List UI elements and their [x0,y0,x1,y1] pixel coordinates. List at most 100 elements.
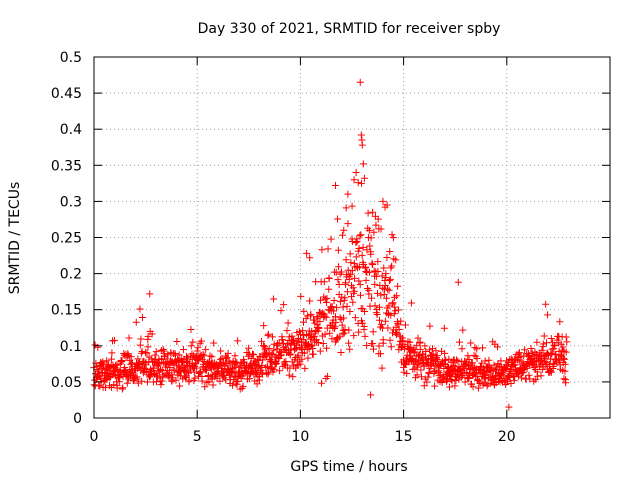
data-point [342,256,350,264]
data-point [359,160,367,168]
data-point [206,352,214,360]
data-point [452,356,460,364]
y-tick-label: 0.25 [51,231,82,247]
data-point [155,359,163,367]
data-point [423,378,431,386]
data-point [357,231,365,239]
data-point [386,248,394,256]
data-point [318,379,326,387]
data-point [387,311,395,319]
data-point [413,371,421,379]
data-point [426,346,434,354]
data-point [559,343,567,351]
data-point [416,345,424,353]
data-point [479,344,487,352]
data-point [426,322,434,330]
data-point [337,268,345,276]
data-point [264,332,272,340]
data-point [194,344,202,352]
data-point [247,365,255,373]
data-point [510,377,518,385]
data-point [340,329,348,337]
data-point [229,381,237,389]
data-point [209,381,217,389]
data-point [300,349,308,357]
data-point [342,280,350,288]
data-point [144,343,152,351]
data-point [108,349,116,357]
data-point [365,226,373,234]
data-point [306,297,314,305]
data-point [451,382,459,390]
data-point [355,277,363,285]
data-point [136,341,144,349]
y-tick-label: 0.45 [51,86,82,102]
data-point [440,364,448,372]
data-point [358,251,366,259]
data-point [309,350,317,358]
data-point [507,379,515,387]
data-point [521,346,529,354]
data-point [299,327,307,335]
data-point [297,330,305,338]
data-point [356,291,364,299]
data-point [441,349,449,357]
data-point [113,361,121,369]
data-point [303,249,311,257]
data-point [334,215,342,223]
data-point [335,281,343,289]
data-point [361,332,369,340]
data-point [280,301,288,309]
data-point [315,324,323,332]
data-point [201,366,209,374]
data-point [290,336,298,344]
data-point [201,383,209,391]
data-point [366,302,374,310]
data-point [543,339,551,347]
data-point [345,339,353,347]
data-point [351,274,359,282]
data-point [518,358,526,366]
data-point [337,348,345,356]
data-point [365,286,373,294]
data-point [362,276,370,284]
data-point [331,323,339,331]
data-point [219,372,227,380]
data-point [346,345,354,353]
data-point [374,215,382,223]
data-point [356,281,364,289]
data-point [422,348,430,356]
data-point [383,294,391,302]
data-point [458,345,466,353]
data-point [340,226,348,234]
data-point [234,377,242,385]
data-point [156,365,164,373]
data-point [96,382,104,390]
data-point [355,244,363,252]
y-tick-label: 0.4 [60,122,82,138]
data-point [255,376,263,384]
data-point [447,376,455,384]
data-point [296,360,304,368]
data-point [325,274,333,282]
data-point [182,358,190,366]
data-point [371,280,379,288]
data-point [217,355,225,363]
data-point [118,357,126,365]
data-point [321,312,329,320]
data-point [253,380,261,388]
data-point [99,358,107,366]
data-point [407,299,415,307]
x-tick-label: 20 [498,429,516,445]
data-point [328,335,336,343]
data-point [355,328,363,336]
data-point [321,295,329,303]
data-point [240,358,248,366]
data-point [247,355,255,363]
data-point [116,374,124,382]
data-point [533,338,541,346]
data-point [366,242,374,250]
data-point [398,343,406,351]
data-point [349,298,357,306]
data-point [123,379,131,387]
